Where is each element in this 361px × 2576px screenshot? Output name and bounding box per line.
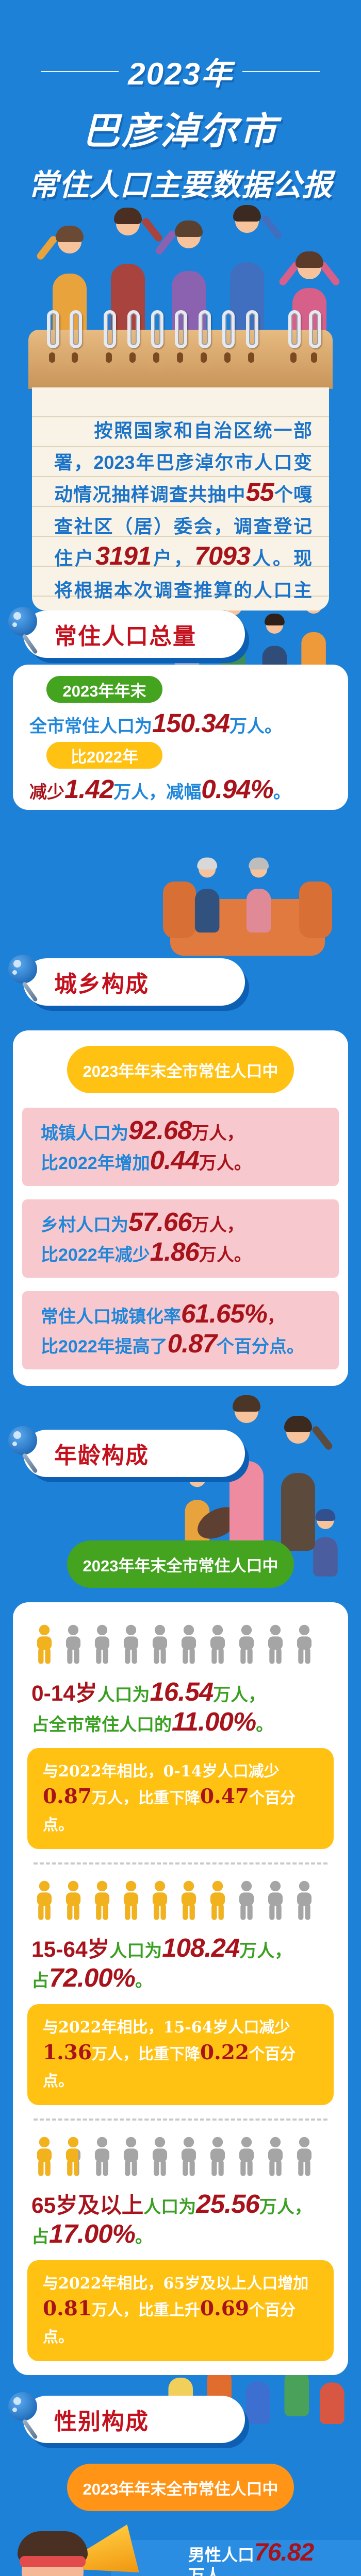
notebook-binding — [28, 310, 333, 389]
section-header-gender: 性别构成 — [23, 2396, 245, 2443]
spiral-ring-icon — [175, 310, 187, 348]
stat-line: 男性人口 76.82 万人， — [188, 2538, 314, 2576]
age-note-15-64: 与2022年相比，15-64岁人口减少1.36万人，比重下降0.22个百分点。 — [27, 2004, 334, 2105]
year-label: 2023年 — [128, 57, 233, 91]
dashed-divider — [34, 1862, 327, 1865]
rural-population-box: 乡村人口为 57.66 万人， 比2022年减少 1.86 万人。 — [22, 1199, 339, 1278]
pushpin-icon — [5, 1426, 52, 1478]
stat-line: 占 72.00%。 — [31, 1962, 153, 1992]
person-icon — [89, 2134, 115, 2179]
stat-line: 乡村人口为 57.66 万人， — [41, 1207, 244, 1236]
dashed-divider — [34, 2119, 327, 2121]
spiral-ring-icon — [104, 310, 116, 348]
year-end-pill: 2023年年末全市常住人口中 — [67, 2464, 294, 2511]
spiral-ring-icon — [47, 310, 59, 348]
person-icon — [60, 1622, 86, 1667]
stat-line: 占 17.00%。 — [31, 2218, 153, 2248]
person-icon — [234, 1622, 259, 1667]
person-icon — [147, 1622, 173, 1667]
age-pictogram-0-14 — [31, 1622, 348, 1667]
stat-line: 比2022年减少 1.86 万人。 — [41, 1237, 252, 1266]
stat-line: 65岁及以上 人口为 25.56 万人， — [31, 2189, 312, 2218]
spiral-ring-icon — [127, 310, 140, 348]
person-icon — [147, 2134, 173, 2179]
section-header-age: 年龄构成 — [23, 1430, 245, 1477]
person-icon — [31, 2134, 57, 2179]
total-card: 2023年年末 全市常住人口为 150.34 万人。 比2022年 减少 1.42 万人… — [13, 665, 348, 810]
person-icon — [60, 2134, 86, 2179]
person-icon — [234, 2134, 259, 2179]
person-icon — [118, 1878, 144, 1923]
person-icon — [176, 2134, 202, 2179]
person-icon — [262, 2134, 288, 2179]
person-icon — [89, 1622, 115, 1667]
age-pictogram-65plus — [31, 2134, 348, 2179]
page-title-report: 常住人口主要数据公报 — [28, 168, 333, 202]
intro-paragraph: 按照国家和自治区统一部署，2023年巴彦淖尔市人口变动情况抽样调查共抽中55个嘎… — [54, 420, 312, 633]
section-header-total: 常住人口总量 — [23, 611, 245, 658]
spiral-ring-icon — [151, 310, 163, 348]
urban-population-box: 城镇人口为 92.68 万人， 比2022年增加 0.44 万人。 — [22, 1108, 339, 1186]
stat-line: 比2022年提高了 0.87 个百分点。 — [41, 1329, 304, 1358]
age-pictogram-15-64 — [31, 1878, 348, 1923]
compare-pill: 比2022年 — [46, 742, 162, 769]
total-change-line: 减少 1.42 万人， 减幅 0.94%。 — [29, 774, 291, 804]
spiral-ring-icon — [309, 310, 321, 348]
section-title: 年龄构成 — [54, 1443, 149, 1468]
person-icon — [262, 1622, 288, 1667]
person-icon — [176, 1622, 202, 1667]
year-row: 2023年 — [0, 49, 361, 94]
person-icon — [291, 2134, 317, 2179]
person-icon — [60, 1878, 86, 1923]
pushpin-icon — [5, 2392, 52, 2444]
section-title: 性别构成 — [54, 2409, 149, 2434]
person-icon — [205, 1878, 231, 1923]
stat-line: 15-64岁 人口为 108.24 万人， — [31, 1933, 292, 1962]
person-icon — [176, 1878, 202, 1923]
person-icon — [262, 1878, 288, 1923]
pushpin-icon — [5, 607, 52, 658]
year-end-pill: 2023年年末 — [46, 676, 162, 703]
person-icon — [118, 1622, 144, 1667]
year-end-pill: 2023年年末全市常住人口中 — [67, 1540, 294, 1588]
person-icon — [234, 1878, 259, 1923]
person-icon — [118, 2134, 144, 2179]
person-icon — [31, 1878, 57, 1923]
spiral-ring-icon — [199, 310, 211, 348]
person-icon — [89, 1878, 115, 1923]
year-end-pill: 2023年年末全市常住人口中 — [67, 1046, 294, 1093]
section-header-urban-rural: 城乡构成 — [23, 958, 245, 1006]
age-note-0-14: 与2022年相比，0-14岁人口减少0.87万人，比重下降0.47个百分点。 — [27, 1748, 334, 1849]
megaphone-man-illustration — [6, 2522, 122, 2576]
age-note-65plus: 与2022年相比，65岁及以上人口增加0.81万人，比重上升0.69个百分点。 — [27, 2260, 334, 2361]
spiral-ring-icon — [70, 310, 82, 348]
person-icon — [291, 1878, 317, 1923]
section-title: 常住人口总量 — [54, 624, 196, 649]
person-icon — [31, 1622, 57, 1667]
stat-line: 比2022年增加 0.44 万人。 — [41, 1145, 252, 1175]
person-icon — [291, 1622, 317, 1667]
person-icon — [147, 1878, 173, 1923]
total-population-line: 全市常住人口为 150.34 万人。 — [29, 708, 282, 738]
urban-rural-card: 2023年年末全市常住人口中 城镇人口为 92.68 万人， 比2022年增加 0.4… — [13, 1030, 348, 1386]
decor-line-right — [242, 71, 320, 72]
age-card: 0-14岁 人口为 16.54 万人， 占全市常住人口的 11.00%。 与2022年相… — [13, 1602, 348, 2375]
person-icon — [205, 1622, 231, 1667]
section-title: 城乡构成 — [54, 972, 149, 997]
stat-line: 城镇人口为 92.68 万人， — [41, 1115, 244, 1145]
spiral-ring-icon — [288, 310, 301, 348]
stat-line: 占全市常住人口的 11.00%。 — [31, 1706, 274, 1736]
person-icon — [205, 2134, 231, 2179]
page-title-city: 巴彦淖尔市 — [82, 111, 278, 152]
pushpin-icon — [5, 955, 52, 1006]
urbanization-rate-box: 常住人口城镇化率 61.65%， 比2022年提高了 0.87 个百分点。 — [22, 1291, 339, 1369]
spiral-ring-icon — [246, 310, 258, 348]
spiral-ring-icon — [222, 310, 235, 348]
stat-line: 0-14岁 人口为 16.54 万人， — [31, 1677, 266, 1706]
decor-line-left — [41, 71, 119, 72]
stat-line: 常住人口城镇化率 61.65%， — [41, 1299, 285, 1328]
notebook-paper — [32, 387, 329, 611]
